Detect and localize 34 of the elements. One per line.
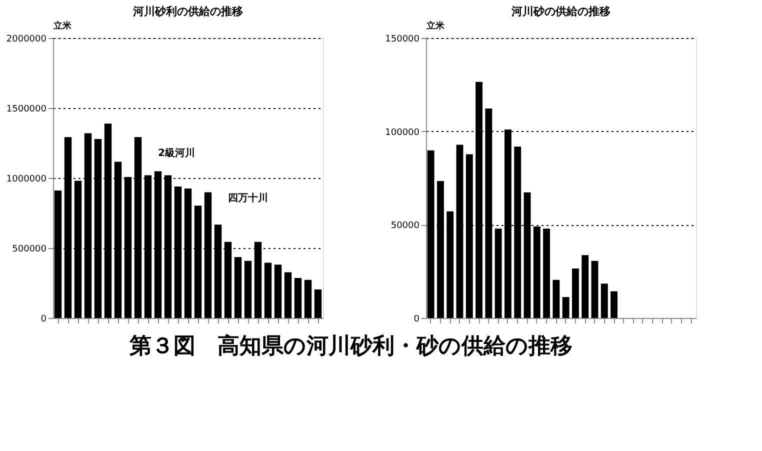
y-tick-label: 50000 xyxy=(390,221,420,232)
y-tick-label: 150000 xyxy=(385,34,420,44)
bar xyxy=(562,297,570,318)
bar xyxy=(264,262,272,318)
y-tick-label: 0 xyxy=(414,314,420,324)
bar xyxy=(600,284,608,318)
bar xyxy=(582,255,589,318)
bar xyxy=(304,280,312,318)
y-tick-label: 2000000 xyxy=(6,34,47,44)
bar xyxy=(494,228,502,318)
bar xyxy=(552,280,560,318)
bar xyxy=(284,272,292,318)
text: 第３図 高知県の河川砂利・砂の供給の推移 xyxy=(128,333,572,359)
y-tick-label: 500000 xyxy=(12,244,47,254)
bar xyxy=(234,257,242,318)
bar xyxy=(294,278,302,318)
bar xyxy=(244,260,252,318)
bar xyxy=(543,228,550,318)
y-axis-title: 立米 xyxy=(426,20,446,32)
bar xyxy=(274,264,282,318)
y-tick-label: 100000 xyxy=(385,128,420,138)
bar xyxy=(591,260,598,318)
bar xyxy=(610,291,618,318)
chart-title: 河川砂利の供給の推移 xyxy=(132,5,243,18)
annotation: 2級河川 xyxy=(158,147,195,159)
y-tick-label: 1500000 xyxy=(6,104,47,114)
y-axis-title: 立米 xyxy=(52,20,72,32)
annotation: 四万十川 xyxy=(228,192,268,204)
y-tick-label: 0 xyxy=(40,314,47,324)
bar xyxy=(446,211,454,318)
bar xyxy=(314,289,322,318)
bar xyxy=(572,268,579,318)
chart-title: 河川砂の供給の推移 xyxy=(510,5,610,18)
y-tick-label: 1000000 xyxy=(6,174,47,184)
